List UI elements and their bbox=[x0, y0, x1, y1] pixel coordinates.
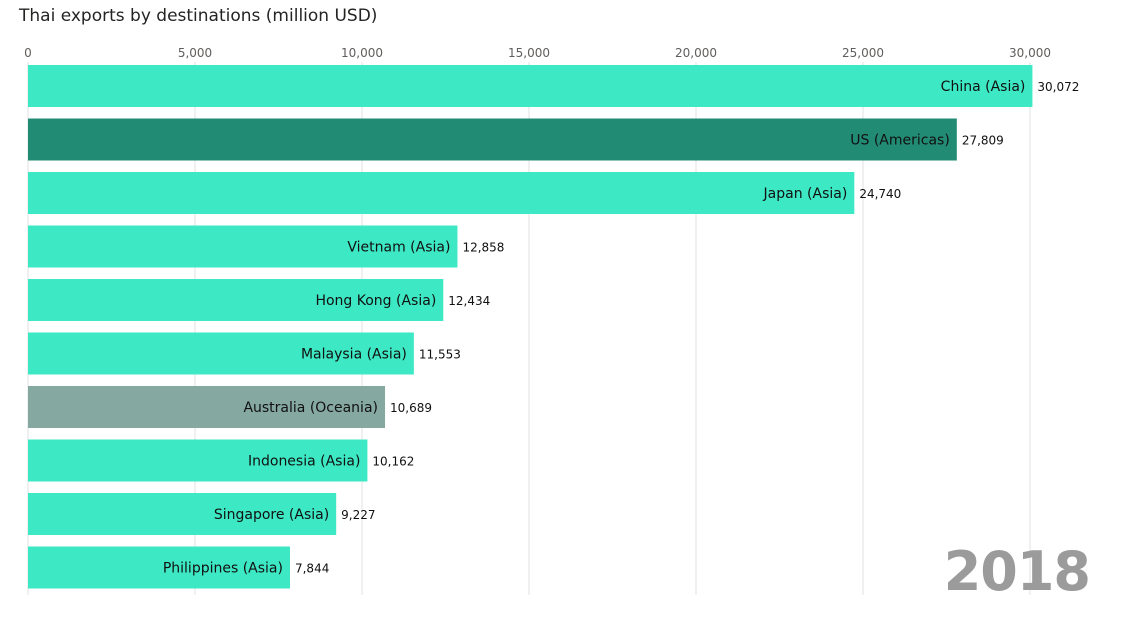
bar-category-label: Australia (Oceania) bbox=[243, 400, 378, 416]
x-tick-label: 0 bbox=[24, 46, 32, 60]
x-tick-label: 30,000 bbox=[1009, 46, 1051, 60]
bar-value-label: 30,072 bbox=[1037, 80, 1079, 94]
x-tick-label: 10,000 bbox=[341, 46, 383, 60]
bar bbox=[28, 386, 386, 428]
bar-value-label: 12,858 bbox=[462, 241, 504, 255]
x-tick-label: 5,000 bbox=[178, 46, 212, 60]
x-tick-label: 15,000 bbox=[508, 46, 550, 60]
year-label: 2018 bbox=[943, 540, 1091, 603]
bar bbox=[28, 439, 368, 482]
x-tick-label: 25,000 bbox=[842, 46, 884, 60]
bar-category-label: Vietnam (Asia) bbox=[347, 240, 450, 256]
bar-category-label: Malaysia (Asia) bbox=[301, 347, 407, 363]
bar-value-label: 10,689 bbox=[390, 401, 432, 415]
bar-category-label: China (Asia) bbox=[941, 79, 1026, 95]
bar-category-label: Japan (Asia) bbox=[763, 186, 848, 202]
bar-value-label: 11,553 bbox=[419, 348, 461, 362]
bar-value-label: 9,227 bbox=[341, 508, 375, 522]
bar bbox=[28, 493, 337, 535]
x-axis-ticks: 0 5,000 10,000 15,000 20,000 25,000 30,000 bbox=[24, 46, 1051, 60]
bar-category-label: US (Americas) bbox=[850, 133, 950, 149]
chart-title: Thai exports by destinations (million US… bbox=[19, 6, 378, 26]
bar bbox=[28, 225, 458, 268]
bar bbox=[28, 118, 957, 161]
bar-category-label: Indonesia (Asia) bbox=[248, 454, 360, 470]
bar-value-label: 7,844 bbox=[295, 562, 329, 576]
bar bbox=[28, 172, 855, 214]
bar-category-label: Philippines (Asia) bbox=[163, 561, 283, 577]
bar bbox=[28, 279, 444, 321]
bar bbox=[28, 332, 414, 375]
x-tick-label: 20,000 bbox=[675, 46, 717, 60]
bar bbox=[28, 65, 1033, 107]
bar-value-label: 24,740 bbox=[859, 187, 901, 201]
bars: China (Asia) 30,072 US (Americas) 27,809 Jap… bbox=[28, 65, 1079, 589]
bar bbox=[28, 546, 290, 589]
bar-value-label: 12,434 bbox=[448, 294, 490, 308]
bar-value-label: 27,809 bbox=[962, 134, 1004, 148]
bar-category-label: Hong Kong (Asia) bbox=[315, 293, 436, 309]
bar-value-label: 10,162 bbox=[372, 455, 414, 469]
bar-category-label: Singapore (Asia) bbox=[214, 507, 329, 523]
